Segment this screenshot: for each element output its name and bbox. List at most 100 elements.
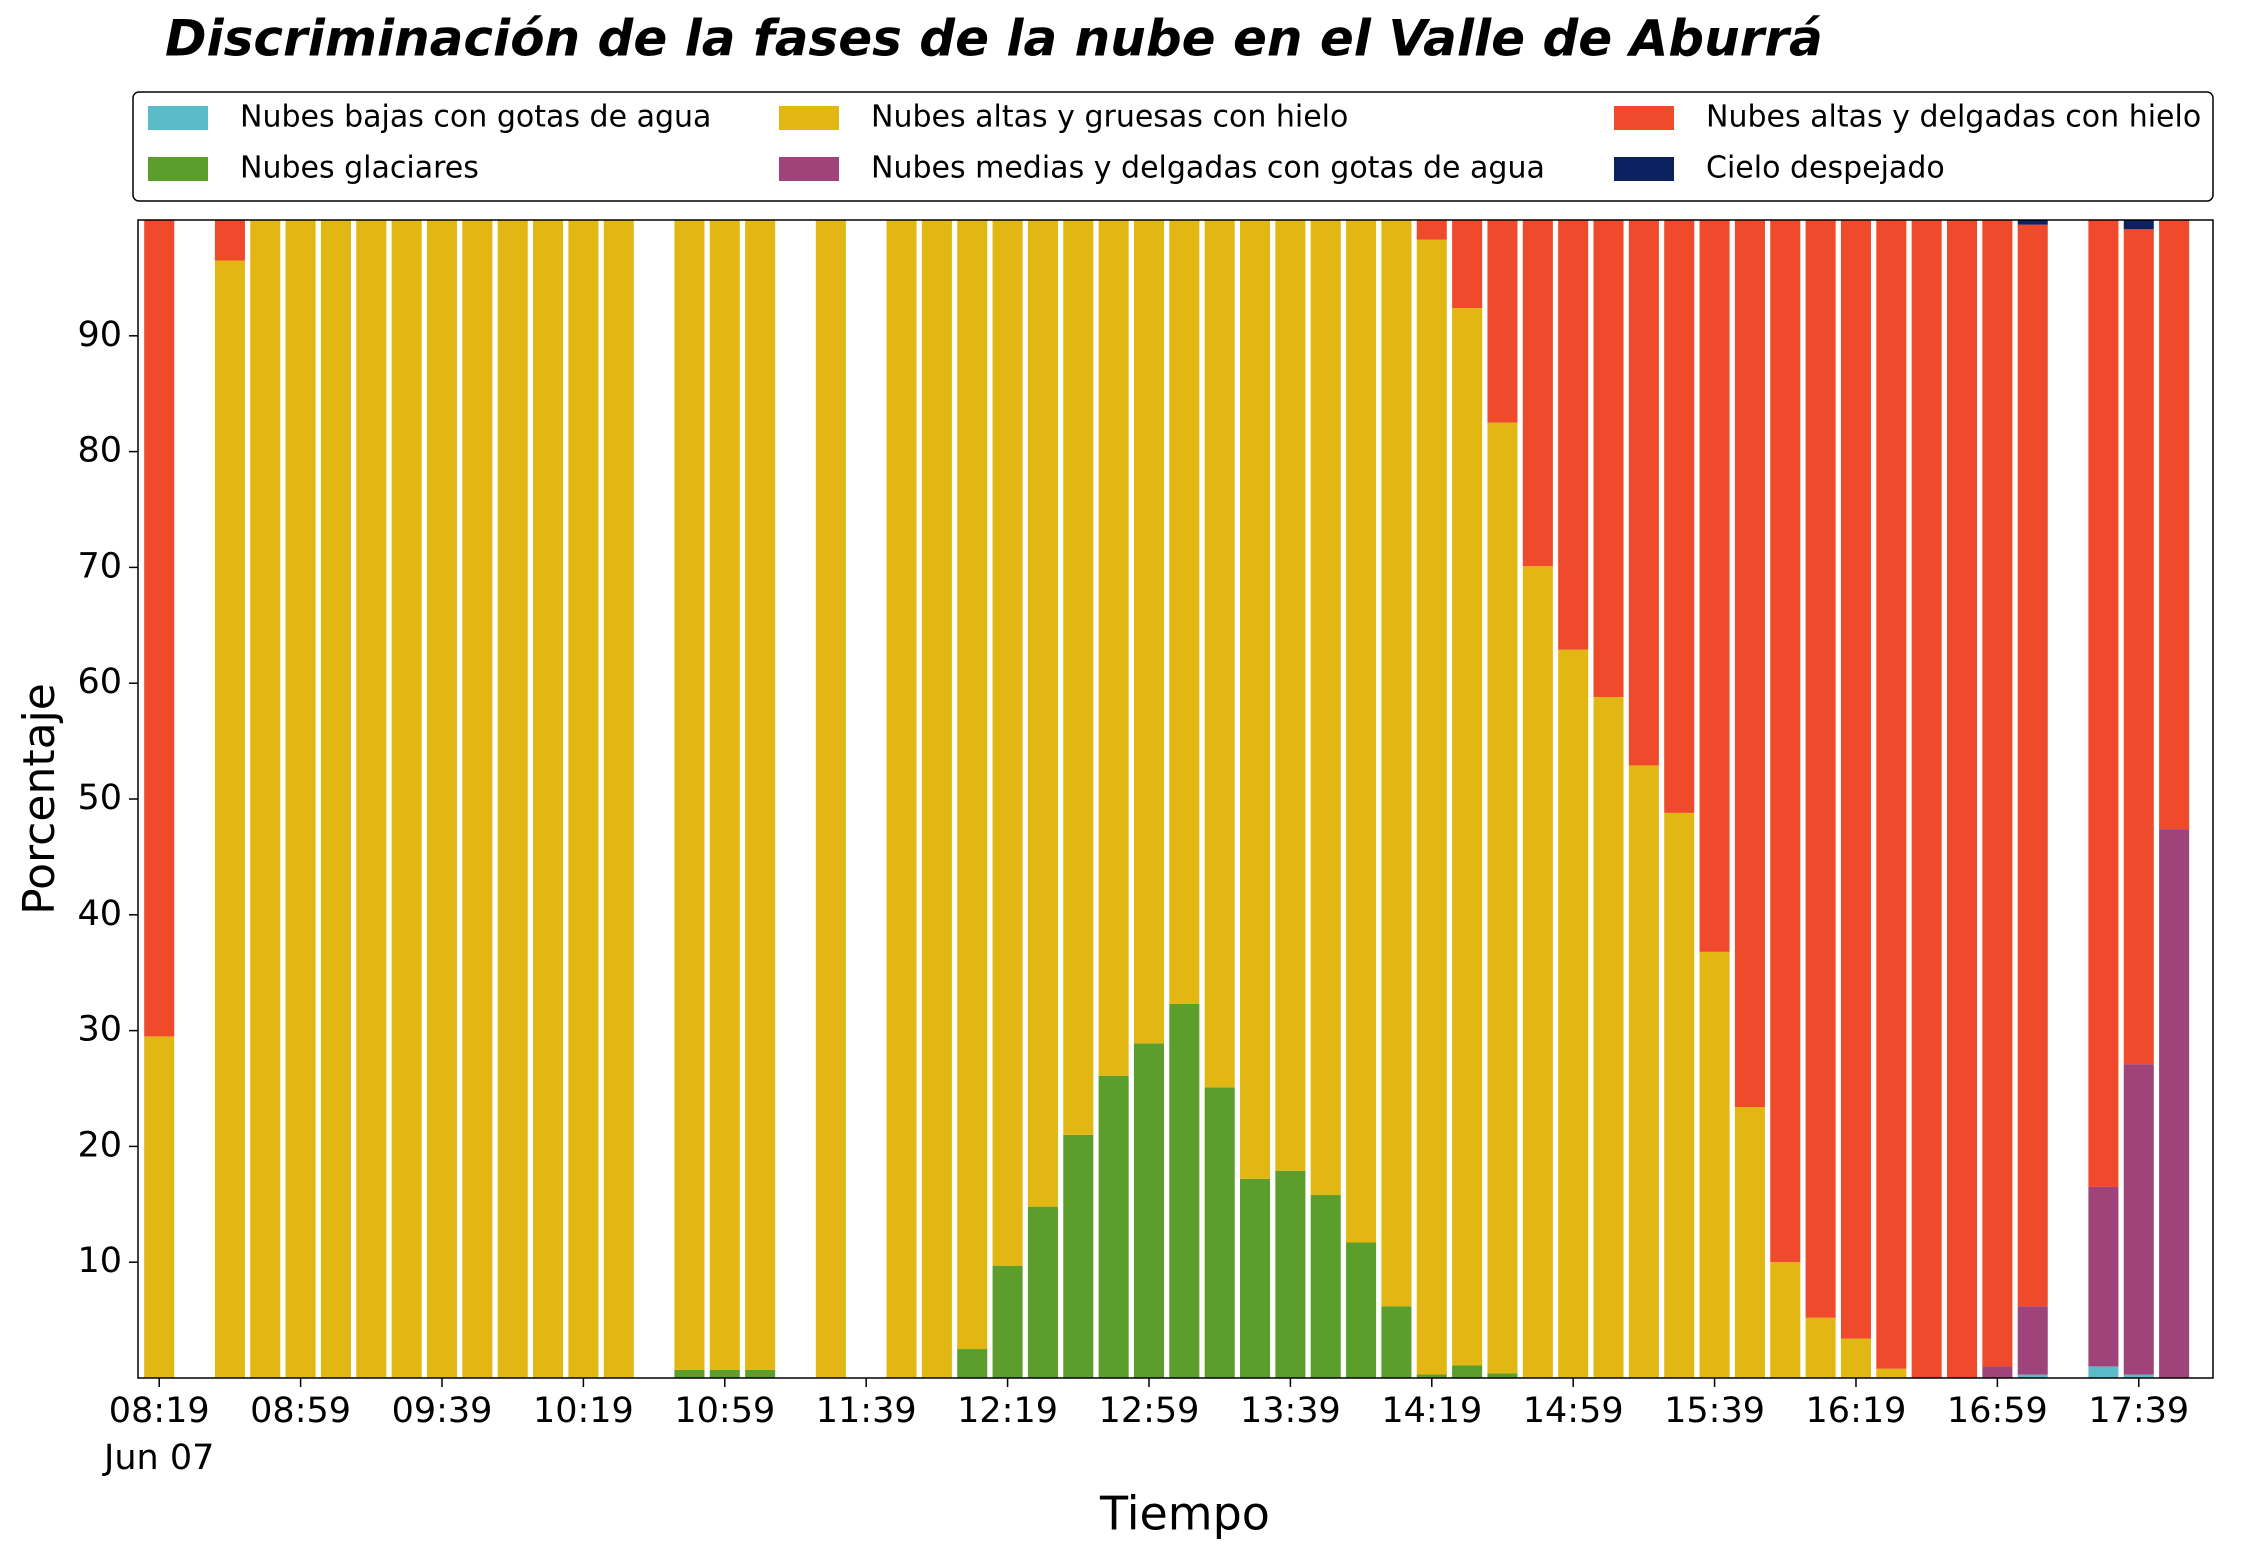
bar-segment — [2123, 220, 2154, 230]
bar-segment — [1593, 697, 1624, 1378]
bar-segment — [1452, 308, 1483, 1366]
x-tick-label: 08:19 — [109, 1391, 210, 1431]
y-tick-label: 70 — [77, 546, 122, 586]
bar-segment — [391, 220, 422, 1378]
x-tick-label: 16:59 — [1947, 1391, 2048, 1431]
bar-segment — [1805, 220, 1836, 1318]
bar-segment — [285, 220, 316, 1378]
bar-segment — [745, 220, 776, 1370]
bar-segment — [1770, 1262, 1801, 1378]
bar-segment — [2123, 229, 2154, 1065]
legend-swatch — [148, 106, 208, 130]
bar-segment — [1628, 765, 1659, 1378]
legend-swatch — [148, 157, 208, 181]
bar-segment — [886, 220, 917, 1378]
bar-segment — [1346, 220, 1377, 1243]
x-tick-label: 08:59 — [250, 1391, 351, 1431]
bar-segment — [2017, 220, 2048, 225]
legend-label: Nubes medias y delgadas con gotas de agu… — [871, 151, 1545, 186]
bar-segment — [1558, 649, 1589, 1378]
bar-segment — [1558, 220, 1589, 650]
bar-segment — [144, 1036, 175, 1378]
bar-segment — [957, 220, 988, 1350]
bar-segment — [497, 220, 528, 1378]
x-tick-label: 14:59 — [1523, 1391, 1624, 1431]
bar-segment — [745, 1369, 776, 1378]
x-tick-sublabel: Jun 07 — [102, 1438, 214, 1478]
bar-segment — [1487, 220, 1518, 423]
bar-segment — [1416, 1374, 1447, 1378]
bar-segment — [1346, 1242, 1377, 1378]
bar-segment — [1876, 1368, 1907, 1378]
legend-label: Nubes altas y delgadas con hielo — [1706, 100, 2201, 135]
bar-segment — [2159, 829, 2190, 1378]
bar-segment — [1946, 220, 1978, 1378]
y-tick-label: 20 — [77, 1125, 122, 1165]
bar-segment — [1240, 220, 1271, 1179]
x-tick-label: 14:19 — [1381, 1391, 1482, 1431]
bar-segment — [709, 1369, 740, 1378]
x-tick-label: 09:39 — [392, 1391, 493, 1431]
bar-segment — [2159, 220, 2190, 830]
bar-segment — [2123, 1374, 2154, 1378]
bar-segment — [1911, 220, 1942, 1378]
bar-segment — [1840, 220, 1871, 1339]
legend-box — [132, 91, 2214, 202]
bar-segment — [2088, 1186, 2119, 1367]
bar-segment — [462, 220, 493, 1378]
bar-segment — [214, 260, 245, 1378]
bar-segment — [214, 220, 245, 261]
y-tick-label: 90 — [77, 315, 122, 355]
bar-segment — [709, 220, 740, 1370]
chart-title: Discriminación de la fases de la nube en… — [165, 10, 1823, 68]
y-tick-label: 50 — [77, 778, 122, 818]
bar-segment — [1982, 220, 2013, 1367]
bar-segment — [957, 1349, 988, 1378]
bar-segment — [533, 220, 564, 1378]
x-tick-label: 11:39 — [816, 1391, 917, 1431]
bar-segment — [1098, 1075, 1129, 1378]
bar-segment — [1452, 1365, 1483, 1378]
bar-segment — [2123, 1064, 2154, 1375]
bar-segment — [992, 220, 1023, 1266]
bar-segment — [1593, 220, 1624, 698]
bar-segment — [603, 220, 634, 1378]
bar-segment — [992, 1265, 1023, 1378]
bar-segment — [1734, 1107, 1765, 1378]
y-tick-label: 40 — [77, 894, 122, 934]
bar-segment — [1063, 1134, 1094, 1378]
bar-segment — [1487, 422, 1518, 1374]
bar-segment — [1027, 220, 1058, 1207]
legend-swatch — [779, 106, 839, 130]
bar-segment — [1876, 220, 1907, 1369]
bar-segment — [1416, 220, 1447, 240]
y-tick-label: 10 — [77, 1241, 122, 1281]
bar-segment — [674, 1369, 705, 1378]
y-tick-label: 30 — [77, 1010, 122, 1050]
bar-segment — [2017, 224, 2048, 1307]
bar-segment — [815, 220, 846, 1378]
bar-segment — [1452, 220, 1483, 309]
x-tick-label: 10:19 — [533, 1391, 634, 1431]
y-tick-label: 60 — [77, 662, 122, 702]
bar-segment — [1487, 1373, 1518, 1378]
bar-segment — [1699, 220, 1730, 952]
bar-segment — [2088, 220, 2119, 1187]
bar-segment — [144, 220, 175, 1037]
bar-segment — [1169, 1003, 1200, 1378]
bar-segment — [1664, 812, 1695, 1378]
x-tick-label: 13:39 — [1240, 1391, 1341, 1431]
bar-segment — [1133, 220, 1165, 1044]
bar-segment — [1628, 220, 1659, 766]
bar-segment — [1699, 951, 1730, 1378]
x-tick-label: 12:59 — [1099, 1391, 1200, 1431]
bar-segment — [250, 220, 281, 1378]
bar-segment — [1027, 1206, 1058, 1378]
bar-segment — [426, 220, 458, 1378]
bar-segment — [1522, 220, 1553, 567]
bar-segment — [1982, 1366, 2013, 1378]
bar-segment — [921, 220, 952, 1378]
bar-segment — [1522, 566, 1553, 1378]
bar-segment — [1063, 220, 1094, 1135]
